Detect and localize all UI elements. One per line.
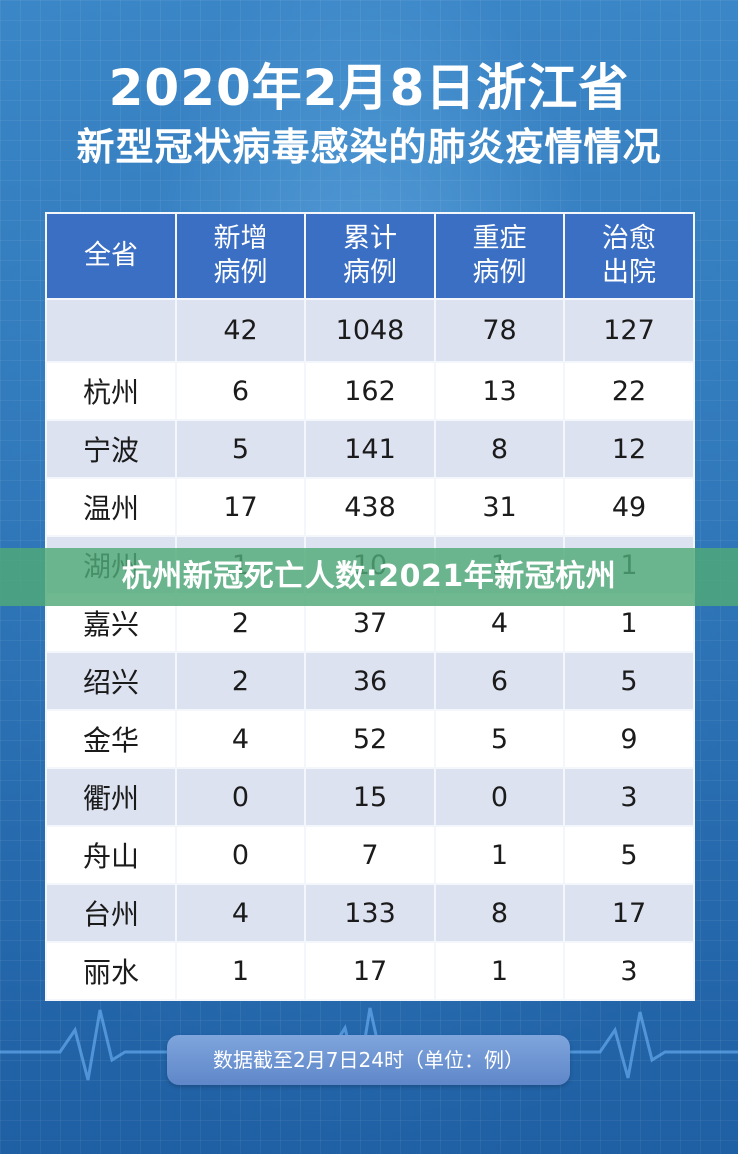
table-row: 金华 4 52 5 9 (45, 709, 695, 769)
cell-total-cases: 52 (304, 709, 436, 769)
cell-severe-cases: 31 (434, 477, 565, 537)
cell-region: 温州 (45, 477, 177, 537)
watermark-banner: 杭州新冠死亡人数:2021年新冠杭州 (0, 548, 738, 606)
cell-severe-cases: 1 (434, 825, 565, 885)
cell-new-cases: 42 (175, 298, 306, 363)
cell-severe-cases: 0 (434, 767, 565, 827)
cell-new-cases: 4 (175, 883, 306, 943)
cell-new-cases: 0 (175, 767, 306, 827)
header-province: 全省 (45, 212, 177, 300)
cell-total-cases: 36 (304, 651, 436, 711)
cell-recovered: 12 (563, 419, 695, 479)
cell-new-cases: 0 (175, 825, 306, 885)
title-subject: 新型冠状病毒感染的肺炎疫情情况 (76, 125, 662, 169)
title-date-province: 2020年2月8日浙江省 (108, 59, 630, 117)
epidemic-table: 全省 新增 病例 累计 病例 重症 病例 治愈 出院 42 1048 78 127 杭州 6 162… (45, 212, 695, 1001)
table-row: 衢州 0 15 0 3 (45, 767, 695, 827)
cell-region: 台州 (45, 883, 177, 943)
cell-region: 舟山 (45, 825, 177, 885)
cell-recovered: 17 (563, 883, 695, 943)
cell-recovered: 3 (563, 941, 695, 1001)
header-recovered-line1: 治愈 (602, 223, 656, 254)
cell-recovered: 9 (563, 709, 695, 769)
cell-recovered: 127 (563, 298, 695, 363)
cell-region (45, 298, 177, 363)
table-row: 温州 17 438 31 49 (45, 477, 695, 537)
cell-severe-cases: 13 (434, 361, 565, 421)
cell-new-cases: 5 (175, 419, 306, 479)
table-row: 杭州 6 162 13 22 (45, 361, 695, 421)
cell-severe-cases: 8 (434, 883, 565, 943)
cell-recovered: 3 (563, 767, 695, 827)
cell-region: 衢州 (45, 767, 177, 827)
cell-severe-cases: 5 (434, 709, 565, 769)
header-new-cases-line2: 病例 (213, 257, 268, 288)
header-total-cases-line2: 病例 (343, 257, 397, 288)
cell-new-cases: 1 (175, 941, 306, 1001)
table-row-total: 42 1048 78 127 (45, 298, 695, 363)
cell-total-cases: 162 (304, 361, 436, 421)
table-row: 绍兴 2 36 6 5 (45, 651, 695, 711)
cell-total-cases: 438 (304, 477, 436, 537)
cell-total-cases: 17 (304, 941, 436, 1001)
header-total-cases: 累计 病例 (304, 212, 436, 300)
cell-region: 丽水 (45, 941, 177, 1001)
cell-total-cases: 133 (304, 883, 436, 943)
header-recovered-line2: 出院 (602, 257, 656, 288)
cell-region: 绍兴 (45, 651, 177, 711)
cell-region: 金华 (45, 709, 177, 769)
header-new-cases: 新增 病例 (175, 212, 306, 300)
cell-severe-cases: 8 (434, 419, 565, 479)
header-severe-cases-line1: 重症 (472, 223, 527, 254)
cell-recovered: 5 (563, 651, 695, 711)
cell-recovered: 49 (563, 477, 695, 537)
cell-region: 宁波 (45, 419, 177, 479)
cell-total-cases: 15 (304, 767, 436, 827)
cell-new-cases: 2 (175, 651, 306, 711)
table-row: 宁波 5 141 8 12 (45, 419, 695, 479)
cell-severe-cases: 78 (434, 298, 565, 363)
cell-recovered: 5 (563, 825, 695, 885)
cell-severe-cases: 1 (434, 941, 565, 1001)
cell-total-cases: 1048 (304, 298, 436, 363)
cell-new-cases: 6 (175, 361, 306, 421)
data-cutoff-note: 数据截至2月7日24时（单位：例） (167, 1035, 570, 1085)
cell-region: 杭州 (45, 361, 177, 421)
cell-total-cases: 7 (304, 825, 436, 885)
table-row: 丽水 1 17 1 3 (45, 941, 695, 1001)
header-severe-cases: 重症 病例 (434, 212, 565, 300)
table-header-row: 全省 新增 病例 累计 病例 重症 病例 治愈 出院 (45, 212, 695, 300)
cell-total-cases: 141 (304, 419, 436, 479)
cell-severe-cases: 6 (434, 651, 565, 711)
table-row: 台州 4 133 8 17 (45, 883, 695, 943)
header-new-cases-line1: 新增 (213, 223, 268, 254)
table-row: 舟山 0 7 1 5 (45, 825, 695, 885)
header-severe-cases-line2: 病例 (472, 257, 527, 288)
cell-recovered: 22 (563, 361, 695, 421)
header-recovered: 治愈 出院 (563, 212, 695, 300)
cell-new-cases: 17 (175, 477, 306, 537)
cell-new-cases: 4 (175, 709, 306, 769)
header-province-text: 全省 (84, 240, 138, 271)
header-total-cases-line1: 累计 (343, 223, 397, 254)
